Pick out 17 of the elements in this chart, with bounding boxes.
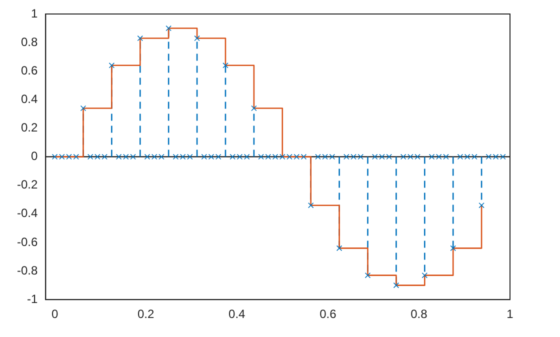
y-tick-label: -0.8	[16, 263, 38, 278]
y-tick-label: 1	[30, 6, 38, 20]
y-tick-label: 0.8	[20, 34, 38, 49]
y-tick-label: 0.6	[20, 63, 38, 78]
x-tick-label: 0	[51, 307, 58, 322]
y-tick-label: -0.2	[16, 178, 38, 192]
x-tick-label: 0.6	[320, 307, 337, 322]
x-tick-label: 0.2	[137, 307, 154, 322]
y-tick-label: -1	[27, 292, 38, 306]
y-tick-label: -0.6	[16, 234, 38, 249]
x-tick-label: 0.4	[228, 307, 246, 322]
y-tick-label: -0.4	[16, 206, 38, 220]
y-tick-label: 0	[30, 149, 38, 164]
y-tick-label: 0.4	[20, 92, 38, 106]
x-tick-label: 1	[506, 307, 514, 322]
x-tick-label: 0.8	[410, 307, 428, 322]
y-tick-label: 0.2	[20, 120, 38, 135]
